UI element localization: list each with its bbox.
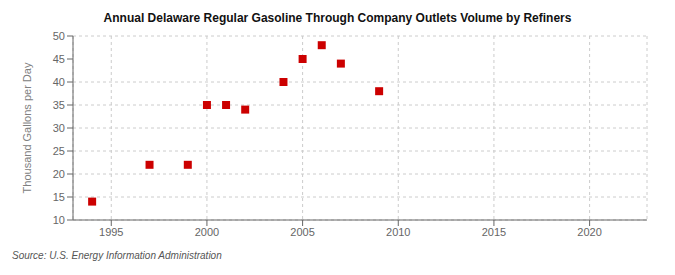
svg-text:2000: 2000 xyxy=(195,226,219,238)
svg-text:Thousand Gallons per Day: Thousand Gallons per Day xyxy=(21,62,33,193)
svg-text:2010: 2010 xyxy=(386,226,410,238)
svg-text:30: 30 xyxy=(53,122,65,134)
svg-text:40: 40 xyxy=(53,76,65,88)
html-text:Source: U.S. Energy Informatio: Source: U.S. Energy Information Administ… xyxy=(12,250,222,261)
svg-text:15: 15 xyxy=(53,191,65,203)
html-text:Annual Delaware Regular Gasoli: Annual Delaware Regular Gasoline Through… xyxy=(103,11,572,25)
svg-text:25: 25 xyxy=(53,145,65,157)
svg-text:10: 10 xyxy=(53,214,65,226)
svg-text:1995: 1995 xyxy=(99,226,123,238)
svg-text:45: 45 xyxy=(53,53,65,65)
svg-text:50: 50 xyxy=(53,30,65,42)
svg-text:20: 20 xyxy=(53,168,65,180)
svg-text:2005: 2005 xyxy=(290,226,314,238)
svg-text:2015: 2015 xyxy=(482,226,506,238)
svg-text:2020: 2020 xyxy=(577,226,601,238)
svg-text:35: 35 xyxy=(53,99,65,111)
